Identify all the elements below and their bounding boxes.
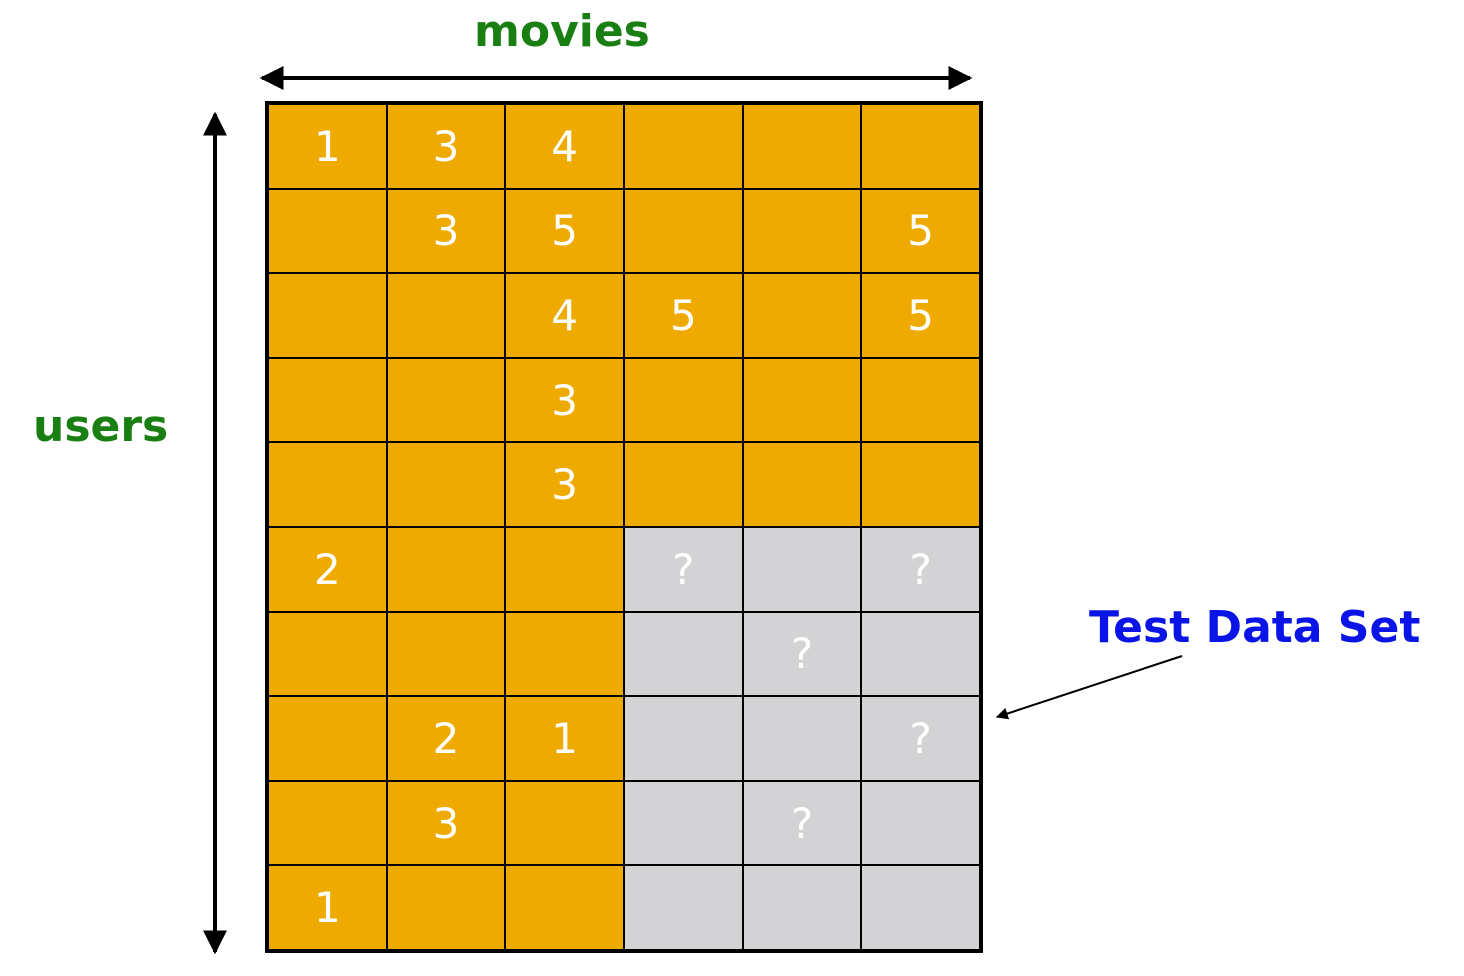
- rating-cell: 3: [506, 358, 623, 442]
- rating-cell: [743, 105, 861, 188]
- rating-cell: 2: [387, 697, 505, 780]
- rating-cell: [624, 443, 742, 526]
- rating-cell: 1: [269, 866, 386, 949]
- rating-cell: [862, 105, 979, 188]
- rating-cell: [862, 443, 979, 526]
- rating-cell: [269, 612, 386, 696]
- rating-cell: [269, 358, 386, 442]
- test-cell: [743, 697, 861, 780]
- rating-cell: 3: [387, 105, 505, 188]
- test-cell: [624, 697, 742, 780]
- test-cell: [743, 527, 861, 611]
- test-cell: [624, 781, 742, 865]
- rating-cell: [743, 358, 861, 442]
- rating-cell: [506, 612, 623, 696]
- rating-cell: [269, 274, 386, 357]
- rating-cell: 4: [506, 105, 623, 188]
- rating-cell: [624, 358, 742, 442]
- rating-cell: 3: [387, 189, 505, 273]
- rating-cell: [862, 358, 979, 442]
- rating-cell: [269, 189, 386, 273]
- test-cell: [862, 866, 979, 949]
- rating-cell: [387, 866, 505, 949]
- rating-cell: [387, 274, 505, 357]
- rating-cell: [506, 866, 623, 949]
- rating-cell: [269, 697, 386, 780]
- test-cell: ?: [862, 527, 979, 611]
- test-cell: [862, 612, 979, 696]
- rating-cell: 5: [862, 274, 979, 357]
- test-cell: ?: [862, 697, 979, 780]
- test-data-set-label: Test Data Set: [1089, 602, 1421, 653]
- rating-cell: [624, 189, 742, 273]
- rating-cell: [743, 274, 861, 357]
- test-cell: ?: [624, 527, 742, 611]
- rating-cell: 3: [506, 443, 623, 526]
- rating-cell: [743, 443, 861, 526]
- rating-cell: [743, 189, 861, 273]
- rating-cell: 4: [506, 274, 623, 357]
- rating-cell: [387, 443, 505, 526]
- test-pointer-arrow: [995, 655, 1183, 720]
- rating-cell: [506, 527, 623, 611]
- rating-cell: [269, 443, 386, 526]
- rating-cell: 1: [506, 697, 623, 780]
- rating-cell: [624, 105, 742, 188]
- test-cell: ?: [743, 612, 861, 696]
- rating-cell: 1: [269, 105, 386, 188]
- rating-cell: 5: [862, 189, 979, 273]
- rating-cell: [269, 781, 386, 865]
- test-cell: [624, 612, 742, 696]
- rating-cell: [506, 781, 623, 865]
- test-cell: [624, 866, 742, 949]
- rating-cell: 5: [624, 274, 742, 357]
- users-axis-label: users: [33, 401, 169, 452]
- rating-cell: [387, 527, 505, 611]
- rating-cell: 3: [387, 781, 505, 865]
- rating-cell: [387, 358, 505, 442]
- rating-cell: 5: [506, 189, 623, 273]
- test-cell: [862, 781, 979, 865]
- test-cell: ?: [743, 781, 861, 865]
- movies-axis-label: movies: [474, 6, 650, 57]
- test-cell: [743, 866, 861, 949]
- rating-cell: [387, 612, 505, 696]
- ratings-matrix: 1 3 4 3 5 5 4 5 5 3 3 2??? 2 1? 3? 1: [265, 101, 983, 953]
- rating-cell: 2: [269, 527, 386, 611]
